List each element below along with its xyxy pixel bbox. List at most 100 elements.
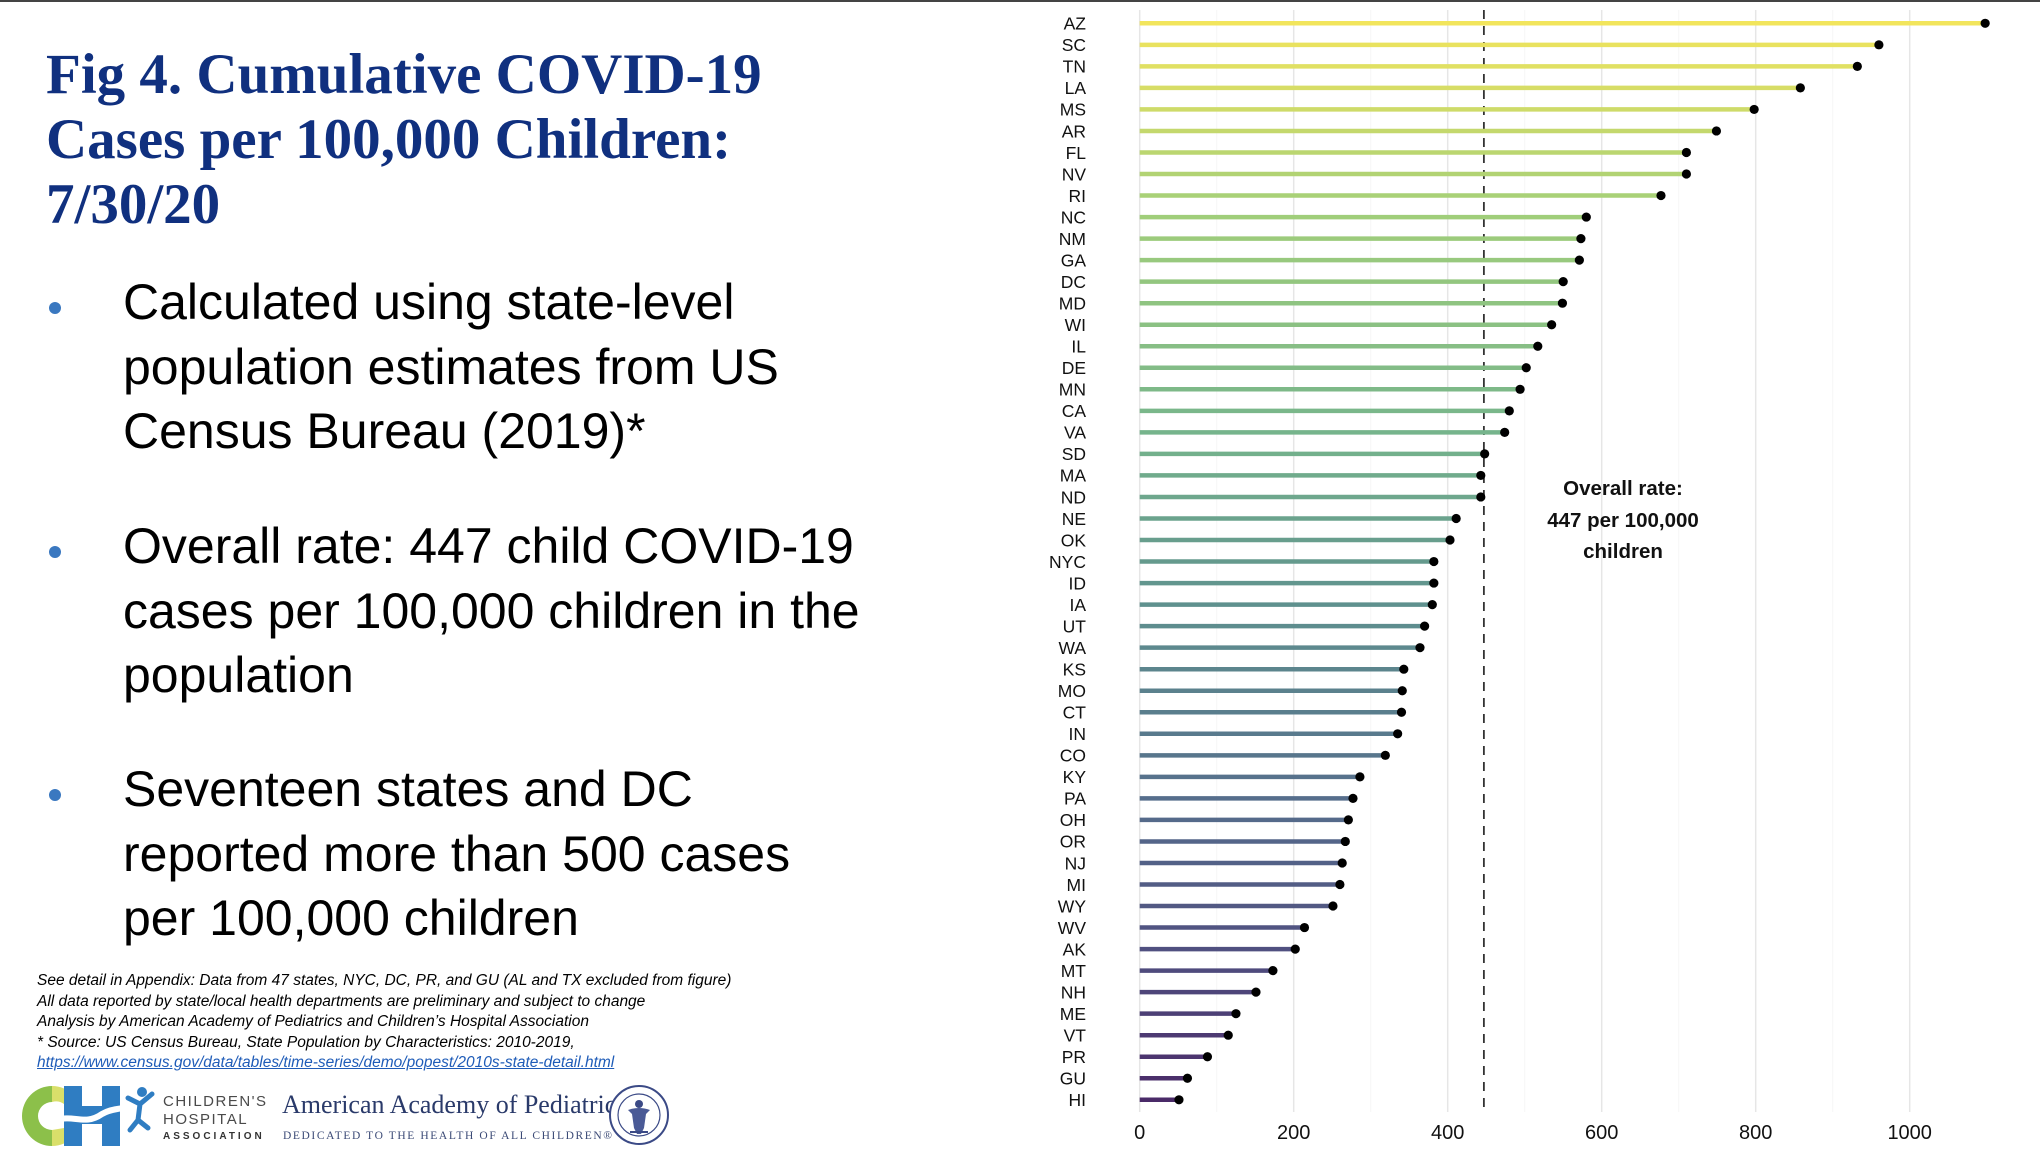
state-label-sd: SD [1062, 444, 1086, 464]
dot-ct [1396, 707, 1407, 717]
state-label-id: ID [1069, 573, 1087, 593]
dot-ms [1749, 104, 1759, 115]
state-label-me: ME [1060, 1004, 1086, 1024]
dot-il [1533, 341, 1543, 351]
state-label-mt: MT [1061, 961, 1087, 981]
dot-id [1429, 578, 1439, 588]
dot-oh [1343, 815, 1353, 825]
title-line: Cases per 100,000 Children: [46, 108, 732, 171]
state-label-mo: MO [1058, 681, 1086, 701]
state-label-wi: WI [1065, 315, 1086, 335]
aap-wordmark: American Academy of Pediatrics [282, 1090, 627, 1119]
state-label-ms: MS [1060, 100, 1086, 120]
state-label-vt: VT [1064, 1026, 1087, 1046]
state-label-nd: ND [1061, 487, 1086, 507]
bullet-text: Calculated using state-level population … [123, 270, 963, 464]
dot-va [1500, 427, 1510, 437]
state-label-ct: CT [1063, 703, 1087, 723]
state-label-va: VA [1064, 423, 1086, 443]
aap-tagline: DEDICATED TO THE HEALTH OF ALL CHILDREN® [283, 1130, 614, 1142]
x-tick-label: 200 [1277, 1122, 1310, 1144]
dot-ne [1451, 513, 1461, 524]
state-label-ut: UT [1063, 616, 1087, 636]
state-label-ky: KY [1063, 767, 1087, 787]
state-label-mi: MI [1067, 875, 1086, 895]
dot-ma [1476, 470, 1486, 481]
dot-wa [1415, 643, 1425, 653]
state-label-ia: IA [1069, 595, 1086, 615]
dot-ok [1445, 535, 1455, 545]
cha-line: CHILDREN'S [163, 1093, 268, 1110]
dot-sd [1480, 449, 1490, 459]
dot-la [1795, 83, 1805, 93]
dot-nv [1681, 169, 1691, 179]
bullet-icon [49, 302, 61, 314]
dot-nc [1581, 212, 1591, 222]
title-line: Fig 4. Cumulative COVID-19 [46, 43, 762, 106]
state-label-ks: KS [1063, 660, 1086, 680]
dot-mn [1515, 384, 1525, 394]
bullet-icon [49, 546, 61, 558]
state-label-pa: PA [1064, 789, 1086, 809]
dots [1174, 18, 1990, 1105]
bullet-line: population [123, 647, 354, 703]
dot-ga [1574, 255, 1584, 265]
dot-gu [1182, 1073, 1193, 1083]
dot-pr [1202, 1052, 1213, 1062]
dot-mo [1397, 686, 1407, 696]
census-source-link[interactable]: https://www.census.gov/data/tables/time-… [37, 1054, 615, 1072]
footnote-line: Analysis by American Academy of Pediatri… [37, 1013, 589, 1031]
state-label-gu: GU [1060, 1069, 1086, 1089]
dot-nd [1476, 492, 1486, 502]
x-axis-ticks: 0 200 400 600 800 1000 [1134, 1122, 1932, 1144]
bullet-line: Seventeen states and DC [123, 761, 693, 817]
dot-dc [1558, 277, 1568, 287]
x-tick-label: 600 [1585, 1122, 1618, 1144]
state-label-nh: NH [1061, 982, 1086, 1002]
top-border [0, 0, 2040, 2]
dot-wy [1328, 901, 1338, 911]
bullet-line: Census Bureau (2019)* [123, 403, 646, 459]
state-label-ak: AK [1063, 939, 1087, 959]
state-label-or: OR [1060, 832, 1086, 852]
dot-wv [1299, 922, 1310, 933]
dot-wi [1547, 320, 1557, 330]
state-label-md: MD [1059, 293, 1086, 313]
logo-bar: CHILDREN'S HOSPITAL ASSOCIATION American… [0, 1080, 700, 1152]
dot-nyc [1429, 556, 1439, 567]
dot-nj [1337, 858, 1347, 868]
dot-de [1521, 363, 1531, 373]
dot-nm [1576, 234, 1586, 244]
title-line: 7/30/20 [46, 173, 221, 236]
dot-ak [1290, 944, 1300, 954]
aap-seal-icon [609, 1085, 669, 1145]
state-label-ma: MA [1060, 466, 1087, 486]
annotation-line: children [1583, 540, 1663, 563]
dot-sc [1874, 40, 1884, 50]
state-label-ok: OK [1061, 530, 1087, 550]
footnote-line: * Source: US Census Bureau, State Popula… [37, 1033, 575, 1051]
dot-tn [1852, 61, 1862, 71]
state-label-hi: HI [1069, 1090, 1087, 1110]
state-label-tn: TN [1063, 57, 1086, 77]
dot-mi [1335, 879, 1345, 890]
cha-line: ASSOCIATION [163, 1131, 265, 1142]
footnotes: See detail in Appendix: Data from 47 sta… [37, 971, 731, 1074]
dot-co [1380, 750, 1390, 760]
dot-hi [1174, 1095, 1184, 1105]
bullet-line: cases per 100,000 children in the [123, 582, 860, 639]
state-label-co: CO [1060, 746, 1086, 766]
state-label-la: LA [1065, 78, 1087, 98]
overall-rate-annotation: Overall rate: 447 per 100,000 children [1547, 477, 1699, 563]
dot-ca [1504, 406, 1514, 416]
dot-me [1231, 1009, 1241, 1019]
bullet-line: reported more than 500 cases [123, 825, 791, 882]
dot-md [1557, 298, 1568, 308]
state-label-az: AZ [1064, 14, 1087, 34]
state-label-wa: WA [1058, 638, 1086, 658]
dot-ri [1656, 190, 1666, 201]
footnote-line: See detail in Appendix: Data from 47 sta… [37, 972, 732, 989]
x-tick-label: 400 [1431, 1122, 1464, 1144]
bullet-icon [49, 789, 61, 801]
